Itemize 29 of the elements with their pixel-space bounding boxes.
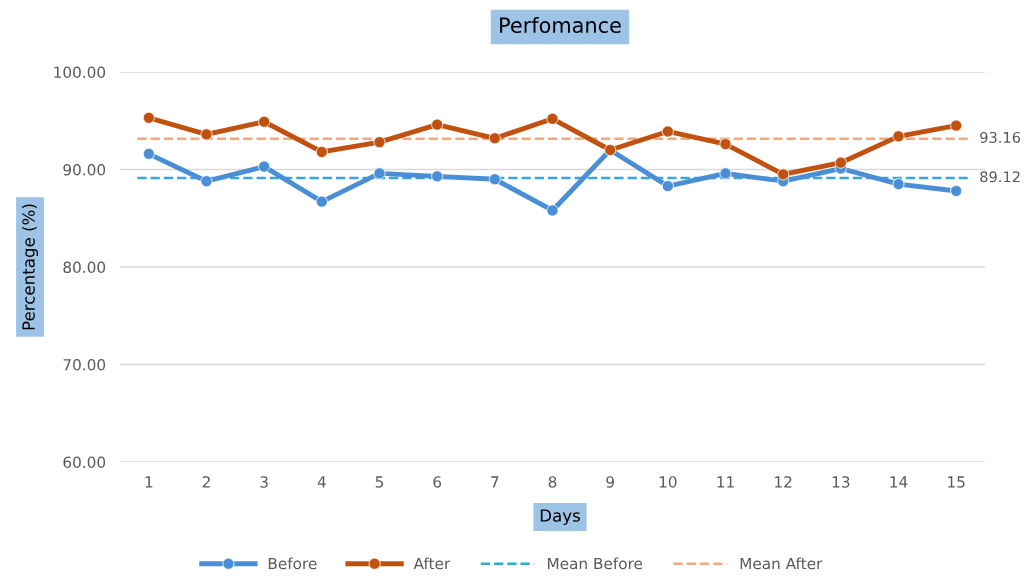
y-tick-label: 100.00: [54, 66, 106, 79]
y-tick-label: 70.00: [63, 358, 106, 371]
legend-label: Mean Before: [547, 557, 643, 570]
x-tick-label: 8: [548, 476, 557, 488]
x-tick-label: 6: [433, 476, 442, 488]
chart-title: Perfomance: [500, 16, 621, 34]
annotation: 93.16: [980, 131, 1021, 143]
x-tick-label: 11: [717, 476, 734, 488]
x-tick-label: 3: [260, 476, 268, 488]
legend-label: Before: [268, 557, 317, 570]
x-tick-label: 12: [775, 476, 792, 488]
y-tick-label: 90.00: [63, 163, 106, 176]
x-axis-title: Days: [540, 509, 580, 526]
x-tick-label: 10: [659, 476, 677, 488]
y-axis-title: Percentage (%): [21, 204, 39, 330]
annotation: 89.12: [980, 171, 1020, 183]
legend-label: After: [413, 557, 451, 570]
x-tick-label: 4: [317, 476, 326, 488]
x-tick-label: 5: [375, 476, 384, 488]
x-tick-label: 1: [145, 476, 153, 488]
x-tick-label: 2: [202, 476, 210, 488]
legend-label: Mean After: [740, 557, 823, 570]
x-tick-label: 14: [890, 476, 908, 488]
x-tick-label: 13: [832, 476, 850, 488]
x-tick-label: 15: [948, 476, 965, 488]
x-tick-label: 9: [606, 476, 614, 488]
x-tick-label: 7: [491, 476, 499, 488]
y-tick-label: 80.00: [63, 261, 106, 274]
y-tick-label: 60.00: [63, 456, 106, 469]
